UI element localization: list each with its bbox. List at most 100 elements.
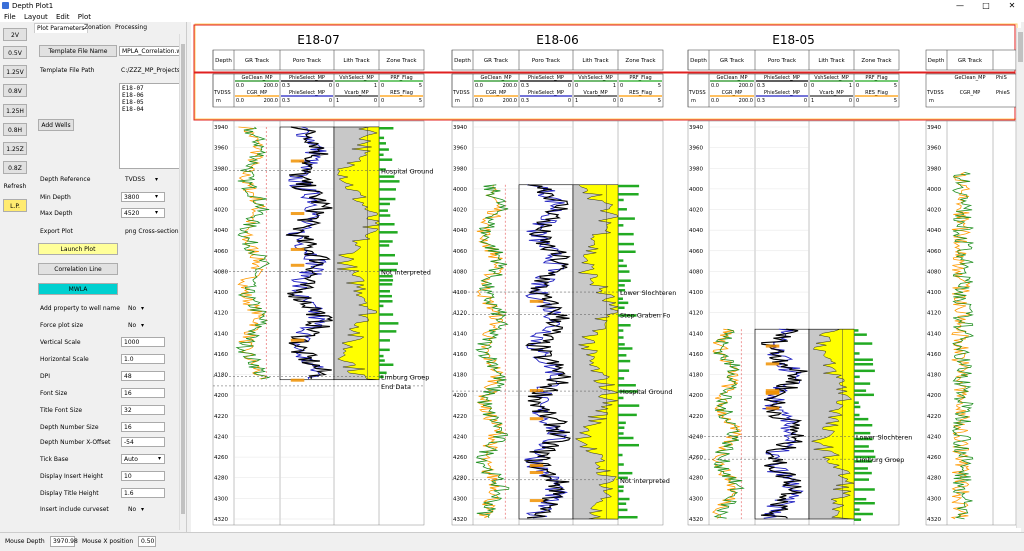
add-property-select[interactable]: No	[128, 305, 137, 312]
chevron-down-icon[interactable]: ▾	[141, 305, 145, 312]
menu-edit[interactable]: Edit	[55, 13, 70, 21]
menu-file[interactable]: File	[4, 13, 16, 21]
tab-plot-parameters[interactable]: Plot Parameters	[34, 23, 88, 33]
dpi-field[interactable]: 48	[121, 371, 165, 381]
depth-tick-label: 4020	[214, 208, 228, 214]
scale-min: 0	[620, 98, 623, 104]
depth-tick-label: 4180	[453, 373, 467, 379]
add-wells-button[interactable]: Add Wells	[38, 119, 74, 131]
depth-tick-label: 4100	[453, 290, 467, 296]
scale-min: 1	[811, 98, 814, 104]
template-file-field[interactable]: MPLA_Correlation.w	[119, 46, 183, 56]
minimize-button[interactable]: —	[956, 1, 964, 10]
depth-tick-label: 4100	[689, 290, 703, 296]
scale-max: 5	[894, 98, 897, 104]
scale-max: 5	[419, 98, 422, 104]
scrollbar-thumb[interactable]	[181, 44, 185, 514]
chevron-down-icon[interactable]: ▾	[155, 209, 159, 216]
track-header-label: Depth	[928, 58, 945, 64]
horizontal-scale-field[interactable]: 1.0	[121, 354, 165, 364]
chevron-down-icon[interactable]: ▾	[158, 455, 162, 462]
depth-tick-label: 4000	[927, 187, 941, 193]
zoom-08h-button[interactable]: 0.8H	[3, 123, 27, 136]
curve-name: PhieSelect_MP	[289, 90, 325, 96]
zoom-125h-button[interactable]: 1.25H	[3, 104, 27, 117]
template-file-name-button[interactable]: Template File Name	[39, 45, 117, 57]
curveset-select[interactable]: No	[128, 506, 137, 513]
zoom-125z-button[interactable]: 1.25Z	[3, 142, 27, 155]
launch-plot-button[interactable]: Launch Plot	[38, 243, 118, 255]
lp-button[interactable]: L.P.	[3, 199, 27, 212]
list-item[interactable]: E18-06	[122, 92, 144, 99]
depth-tick-label: 4280	[214, 476, 228, 482]
close-button[interactable]: ✕	[1008, 1, 1016, 10]
depth-number-size-field[interactable]: 16	[121, 422, 165, 432]
menu-plot[interactable]: Plot	[77, 13, 91, 21]
tick-base-select[interactable]: Auto	[121, 454, 165, 464]
curve-name: CGR_MP	[486, 90, 507, 96]
depth-tick-label: 4280	[927, 476, 941, 482]
plot-svg[interactable]: E18-07 Depth GR Track Poro Track Lith Track Z…	[191, 22, 1021, 532]
tab-zonation[interactable]: Zonation	[84, 24, 111, 31]
list-item[interactable]: E18-04	[122, 106, 144, 113]
chevron-down-icon[interactable]: ▾	[155, 176, 159, 183]
min-depth-field[interactable]: 3800	[121, 192, 165, 202]
force-plot-size-select[interactable]: No	[128, 322, 137, 329]
zoom-08z-button[interactable]: 0.8Z	[3, 161, 27, 174]
depth-ref-label: TVDSS	[452, 90, 470, 96]
vertical-scale-field[interactable]: 1000	[121, 337, 165, 347]
mwla-button[interactable]: MWLA	[38, 283, 118, 295]
curve-name: PhieSelect_MP	[528, 75, 564, 81]
zone-flag	[618, 347, 633, 350]
refresh-button[interactable]: Refresh	[3, 183, 27, 190]
zoom-toolbar: 2V 0.5V 1.25V 0.8V 1.25H 0.8H 1.25Z 0.8Z…	[0, 22, 31, 532]
zone-flag	[854, 342, 873, 345]
log-curve	[286, 126, 333, 380]
track-body	[451, 120, 664, 526]
correlation-line-button[interactable]: Correlation Line	[38, 263, 118, 275]
depth-ref-label: TVDSS	[213, 90, 231, 96]
template-path-field[interactable]: C:/ZZZ_MP_Projects	[121, 67, 181, 74]
zone-flag	[379, 175, 395, 178]
chevron-down-icon[interactable]: ▾	[155, 193, 159, 200]
title-font-size-field[interactable]: 32	[121, 405, 165, 415]
chevron-down-icon[interactable]: ▾	[141, 506, 145, 513]
depth-tick-label: 4000	[689, 187, 703, 193]
mouse-x-label: Mouse X position	[82, 538, 134, 545]
title-height-field[interactable]: 1.6	[121, 488, 165, 498]
list-item[interactable]: E18-07	[122, 85, 144, 92]
zone-label: Hospital Ground	[381, 167, 434, 175]
depth-tick-label: 4060	[214, 249, 228, 255]
hc-highlight	[765, 362, 780, 366]
scrollbar-thumb[interactable]	[1018, 32, 1023, 62]
export-plot-value[interactable]: png Cross-section	[125, 228, 179, 235]
scale-min: 0.0	[236, 83, 244, 89]
zoom-08v-button[interactable]: 0.8V	[3, 84, 27, 97]
font-size-field[interactable]: 16	[121, 388, 165, 398]
menu-layout[interactable]: Layout	[23, 13, 48, 21]
chevron-down-icon[interactable]: ▾	[141, 322, 145, 329]
insert-height-field[interactable]: 10	[121, 471, 165, 481]
tab-processing[interactable]: Processing	[115, 24, 148, 31]
maximize-button[interactable]: □	[982, 1, 990, 10]
scale-min: 0	[856, 98, 859, 104]
depth-offset-field[interactable]: -54	[121, 437, 165, 447]
plot-scrollbar[interactable]	[1016, 28, 1024, 528]
params-scrollbar[interactable]	[179, 34, 186, 530]
depth-plot-canvas[interactable]: E18-07 Depth GR Track Poro Track Lith Track Z…	[191, 22, 1021, 532]
wells-list[interactable]: E18-07 E18-06 E18-05 E18-04	[119, 83, 181, 169]
depth-tick-label: 3980	[927, 166, 941, 172]
curve-name: PRF_Flag	[629, 75, 651, 81]
zone-flag	[618, 426, 625, 429]
scale-max: 0	[329, 98, 332, 104]
list-item[interactable]: E18-05	[122, 99, 144, 106]
zoom-05v-button[interactable]: 0.5V	[3, 46, 27, 59]
max-depth-field[interactable]: 4520	[121, 208, 165, 218]
header-box-top	[193, 24, 1016, 73]
depth-reference-select[interactable]: TVDSS	[125, 176, 146, 183]
track-header-label: GR Track	[720, 58, 745, 64]
zoom-2v-button[interactable]: 2V	[3, 28, 27, 41]
zoom-125v-button[interactable]: 1.25V	[3, 65, 27, 78]
scale-min: 0	[811, 83, 814, 89]
zone-flag	[618, 485, 624, 488]
